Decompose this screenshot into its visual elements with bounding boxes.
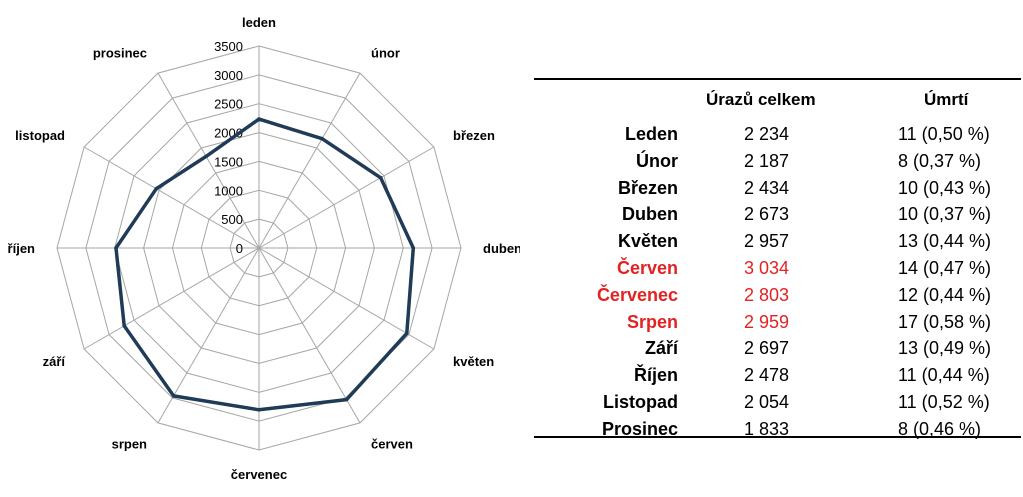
row-month: Únor xyxy=(636,150,678,171)
table-row: Červenec 2 803 12 (0,44 %) xyxy=(534,282,1021,309)
table-row: Srpen 2 959 17 (0,58 %) xyxy=(534,309,1021,336)
row-injuries: 3 034 xyxy=(744,258,790,278)
category-label: leden xyxy=(242,15,276,30)
row-month: Leden xyxy=(624,124,678,144)
table-row: Červen 3 034 14 (0,47 %) xyxy=(534,255,1021,282)
row-deaths: 8 (0,37 %) xyxy=(898,150,982,171)
row-month: Říjen xyxy=(633,365,678,386)
grid-spoke xyxy=(83,146,260,249)
table-row: Září 2 697 13 (0,49 %) xyxy=(534,335,1021,362)
tick-label: 0 xyxy=(236,241,243,256)
tick-label: 2500 xyxy=(214,97,243,112)
category-label: červen xyxy=(371,437,413,452)
table-row: Květen 2 957 13 (0,44 %) xyxy=(534,228,1021,255)
tick-label: 1000 xyxy=(214,183,243,198)
grid-spoke xyxy=(258,72,361,249)
table-row: Únor 2 187 8 (0,37 %) xyxy=(534,148,1021,175)
table-row: Říjen 2 478 11 (0,44 %) xyxy=(534,362,1021,389)
tick-label: 1500 xyxy=(214,154,243,169)
table-row: Leden 2 234 11 (0,50 %) xyxy=(534,121,1021,148)
tick-label: 3000 xyxy=(214,68,243,83)
row-month: Prosinec xyxy=(601,418,678,439)
row-month: Červen xyxy=(616,258,678,278)
row-month: Březen xyxy=(617,177,678,198)
table-row: Březen 2 434 10 (0,43 %) xyxy=(534,175,1021,202)
row-deaths: 8 (0,46 %) xyxy=(898,418,982,439)
row-injuries: 2 234 xyxy=(744,124,790,144)
series-point xyxy=(114,246,118,250)
row-deaths: 10 (0,37 %) xyxy=(898,204,992,225)
row-injuries: 2 697 xyxy=(744,338,790,359)
series-point xyxy=(320,136,324,141)
row-deaths: 11 (0,44 %) xyxy=(898,365,990,386)
row-month: Duben xyxy=(622,204,678,225)
series-point xyxy=(204,154,208,159)
table-row: Duben 2 673 10 (0,37 %) xyxy=(534,201,1021,228)
row-injuries: 2 803 xyxy=(744,284,790,305)
row-injuries: 1 833 xyxy=(744,418,790,439)
table-row: Listopad 2 054 11 (0,52 %) xyxy=(534,389,1021,416)
series-point xyxy=(257,408,261,412)
row-deaths: 10 (0,43 %) xyxy=(898,177,992,198)
row-deaths: 17 (0,58 %) xyxy=(898,311,992,332)
tick-label: 3500 xyxy=(214,39,243,54)
row-injuries: 2 959 xyxy=(744,311,790,332)
category-label: březen xyxy=(453,128,495,143)
table-bottom-rule xyxy=(534,436,1021,438)
row-deaths: 13 (0,49 %) xyxy=(898,338,992,359)
grid-spoke xyxy=(83,247,260,350)
row-injuries: 2 478 xyxy=(744,365,790,386)
series-point xyxy=(257,117,261,121)
row-injuries: 2 673 xyxy=(744,204,790,225)
series-point xyxy=(171,394,176,398)
row-month: Srpen xyxy=(626,311,678,332)
grid-spoke xyxy=(258,247,361,424)
category-label: listopad xyxy=(15,128,65,143)
grid-spoke xyxy=(157,247,260,424)
radar-category-labels: leden únor březen duben květen červen červenec… xyxy=(8,15,520,482)
grid-spoke xyxy=(258,146,435,249)
row-month: Září xyxy=(644,338,678,359)
series-point xyxy=(405,331,409,336)
tick-label: 500 xyxy=(221,212,243,227)
header-deaths: Úmrtí xyxy=(924,90,969,109)
category-label: duben xyxy=(483,241,520,256)
category-label: srpen xyxy=(112,437,147,452)
row-deaths: 11 (0,50 %) xyxy=(898,124,990,144)
row-deaths: 11 (0,52 %) xyxy=(898,392,990,412)
table-top-rule xyxy=(534,78,1021,80)
category-label: červenec xyxy=(231,467,287,482)
category-label: květen xyxy=(453,354,494,369)
category-label: září xyxy=(43,354,66,369)
radar-grid xyxy=(56,45,462,451)
row-injuries: 2 957 xyxy=(744,231,790,252)
radar-series xyxy=(114,117,416,412)
header-injuries: Úrazů celkem xyxy=(706,90,816,109)
row-deaths: 13 (0,44 %) xyxy=(898,231,992,252)
category-label: prosinec xyxy=(93,45,147,60)
table-row: Prosinec 1 833 8 (0,46 %) xyxy=(534,416,1021,443)
row-injuries: 2 054 xyxy=(744,392,790,412)
category-label: únor xyxy=(371,45,400,60)
grid-spoke xyxy=(258,247,435,350)
series-point xyxy=(378,176,383,180)
row-deaths: 14 (0,47 %) xyxy=(898,258,992,278)
row-month: Listopad xyxy=(603,392,678,412)
series-point xyxy=(411,246,416,250)
grid-spoke xyxy=(157,72,260,249)
row-month: Červenec xyxy=(596,284,678,305)
row-injuries: 2 434 xyxy=(744,177,790,198)
category-label: říjen xyxy=(8,241,36,256)
row-month: Květen xyxy=(617,231,678,252)
row-deaths: 12 (0,44 %) xyxy=(898,284,992,305)
row-injuries: 2 187 xyxy=(744,150,790,171)
series-point xyxy=(154,186,159,191)
series-point xyxy=(344,397,349,402)
series-point xyxy=(122,324,126,328)
